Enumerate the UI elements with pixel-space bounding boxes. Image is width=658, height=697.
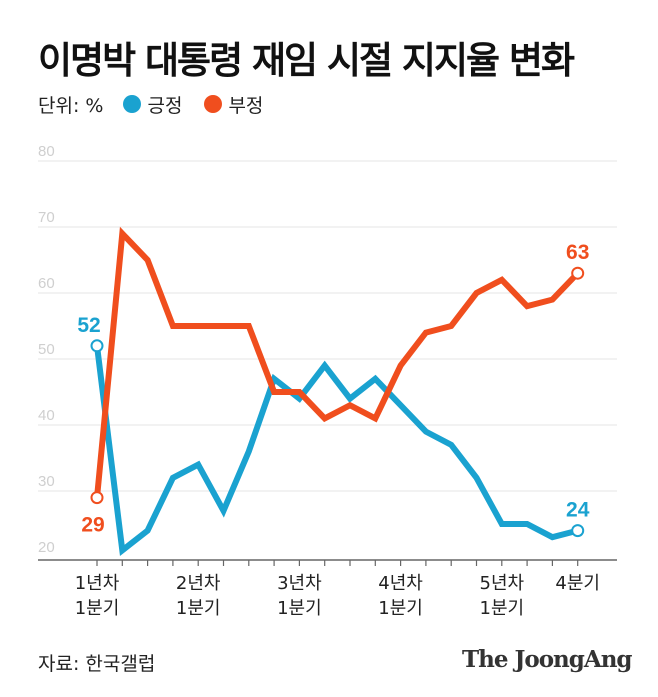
x-tick-label: 1분기 (277, 598, 322, 619)
y-tick-label-60: 60 (38, 275, 55, 292)
endpoint-marker-positive (571, 524, 585, 538)
endpoint-marker-negative (90, 491, 104, 505)
legend-label-positive: 긍정 (147, 94, 183, 117)
y-tick-label-20: 20 (38, 539, 55, 556)
y-tick-label-70: 70 (38, 209, 55, 226)
x-tick-label: 1분기 (75, 598, 120, 619)
chart-title: 이명박 대통령 재임 시절 지지율 변화 (38, 39, 575, 82)
unit-label: 단위: % (38, 94, 104, 117)
legend: 단위: % 긍정 부정 (38, 91, 285, 118)
data-label-positive-end: 24 (566, 499, 590, 522)
y-tick-label-40: 40 (38, 407, 55, 424)
legend-label-negative: 부정 (228, 94, 264, 117)
y-tick-label-30: 30 (38, 473, 55, 490)
endpoint-marker-negative (571, 266, 585, 280)
x-tick-label: 3년차 (277, 573, 322, 594)
x-tick-label: 4분기 (555, 573, 600, 594)
negative-dot-icon (204, 95, 223, 113)
data-label-positive-start: 52 (77, 314, 100, 337)
data-label-negative-end: 63 (566, 241, 589, 264)
x-tick-label: 4년차 (378, 573, 423, 594)
x-tick-label: 1년차 (75, 573, 120, 594)
positive-dot-icon (123, 95, 142, 113)
source-credit: 자료: 한국갤럽 (38, 653, 156, 675)
x-tick-label: 1분기 (378, 598, 423, 619)
x-tick-label: 5년차 (480, 573, 525, 594)
data-label-negative-start: 29 (81, 514, 104, 537)
brand-logo: The JoongAng (462, 646, 632, 673)
series-line-positive (94, 345, 579, 557)
x-tick-label: 1분기 (176, 598, 221, 619)
legend-item-positive: 긍정 (123, 91, 182, 118)
x-tick-label: 2년차 (176, 573, 221, 594)
endpoint-marker-positive (90, 339, 104, 353)
legend-item-negative: 부정 (204, 91, 263, 118)
y-tick-label-80: 80 (38, 143, 55, 160)
series-line-negative (94, 226, 580, 498)
x-tick-label: 1분기 (480, 598, 525, 619)
y-tick-label-50: 50 (38, 341, 55, 358)
